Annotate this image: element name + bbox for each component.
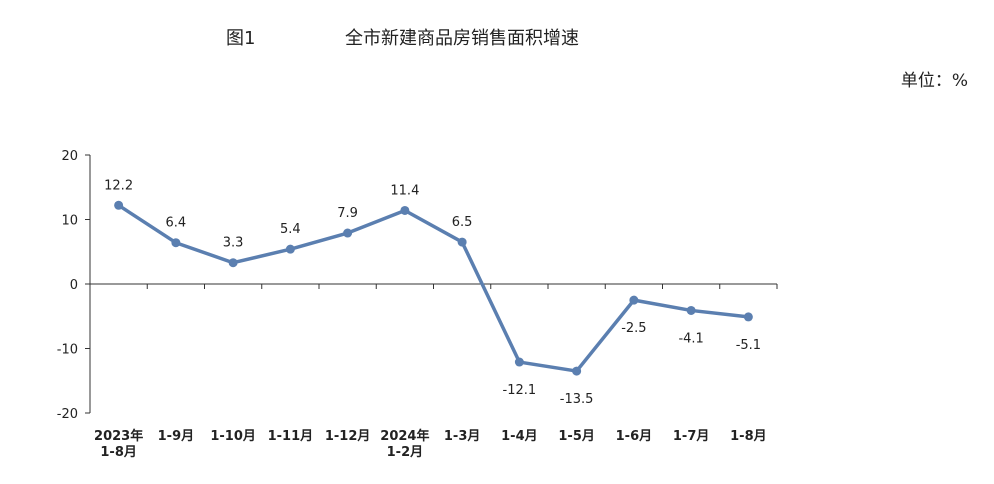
unit-label: 单位：% xyxy=(900,71,968,91)
data-label: 6.4 xyxy=(166,216,187,231)
x-category-label: 1-12月 xyxy=(325,429,371,444)
data-point xyxy=(743,312,753,322)
data-point xyxy=(343,228,353,238)
y-tick-label: 0 xyxy=(70,278,78,293)
x-category-label: 1-9月 xyxy=(158,429,195,444)
data-label: 5.4 xyxy=(280,222,301,237)
x-category-label: 1-8月 xyxy=(730,429,767,444)
x-category-label: 1-7月 xyxy=(673,429,710,444)
data-label: 12.2 xyxy=(104,178,133,193)
data-label: -2.5 xyxy=(621,321,646,336)
data-label: -12.1 xyxy=(503,383,537,398)
y-tick-label: -20 xyxy=(57,407,78,422)
data-point xyxy=(457,237,467,247)
data-label: 11.4 xyxy=(390,183,419,198)
data-point xyxy=(514,357,524,367)
x-category-label: 1-4月 xyxy=(501,429,538,444)
data-point xyxy=(114,200,124,210)
data-point xyxy=(285,244,295,254)
figure-label: 图1 xyxy=(226,28,256,49)
data-label: 6.5 xyxy=(452,215,473,230)
data-point xyxy=(686,305,696,315)
y-tick-label: -10 xyxy=(57,343,78,358)
data-label: 3.3 xyxy=(223,236,244,251)
x-category-label: 1-3月 xyxy=(444,429,481,444)
x-category-label: 1-11月 xyxy=(268,429,314,444)
x-category-label: 1-6月 xyxy=(616,429,653,444)
data-point xyxy=(228,258,238,268)
x-category-label: 1-10月 xyxy=(210,429,256,444)
data-point xyxy=(171,238,181,248)
y-tick-label: 10 xyxy=(61,214,78,229)
x-category-label: 2023年 1-8月 xyxy=(94,428,143,460)
series-line xyxy=(117,203,749,373)
y-tick-label: 20 xyxy=(61,149,78,164)
data-label: -4.1 xyxy=(678,331,703,346)
data-label: -13.5 xyxy=(560,392,594,407)
x-category-label: 1-5月 xyxy=(558,429,595,444)
data-point xyxy=(400,205,410,215)
data-label: 7.9 xyxy=(337,206,358,221)
chart-title: 全市新建商品房销售面积增速 xyxy=(345,28,579,49)
data-point xyxy=(572,366,582,376)
data-label: -5.1 xyxy=(736,338,761,353)
x-category-label: 2024年 1-2月 xyxy=(380,428,429,460)
data-point xyxy=(629,295,639,305)
